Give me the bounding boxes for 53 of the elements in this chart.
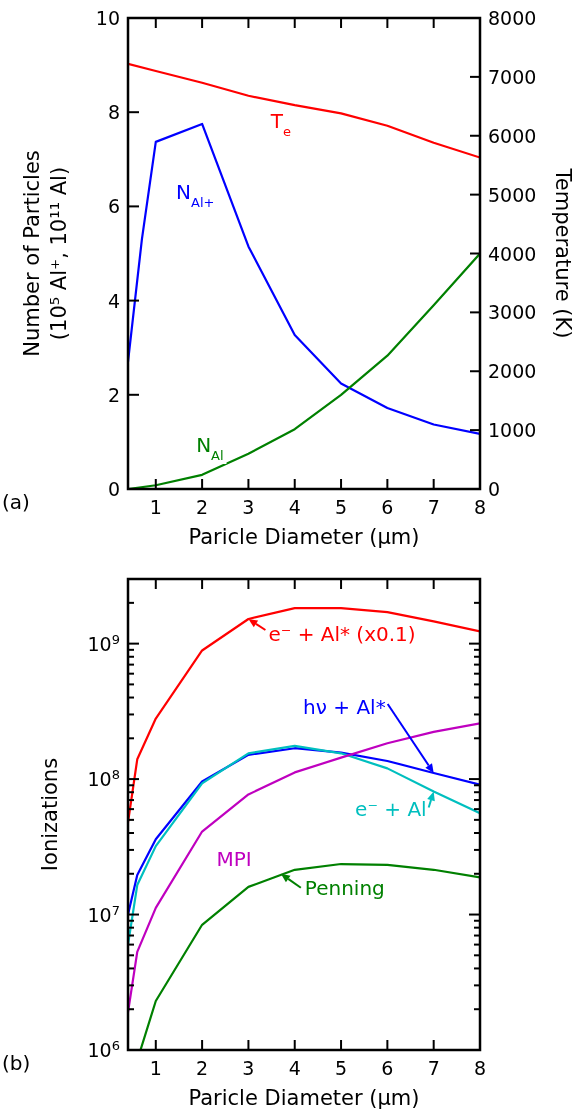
y-tick-label: 10$^{9}$ bbox=[87, 631, 120, 655]
y2-axis-title: Temperature (K) bbox=[551, 167, 575, 339]
text: (b) bbox=[2, 1051, 31, 1075]
x-tick-label: 1 bbox=[149, 496, 162, 518]
annotation: Penning bbox=[304, 875, 385, 900]
line-series bbox=[128, 252, 480, 489]
text: (a) bbox=[2, 490, 30, 514]
y2-tick-label: 0 bbox=[488, 478, 501, 500]
y2-tick-label: 2000 bbox=[488, 360, 537, 383]
y-tick-label: 10$^{6}$ bbox=[87, 1037, 120, 1061]
series-label: N$_{Al}$ bbox=[196, 433, 224, 463]
y2-tick-label: 6000 bbox=[488, 124, 537, 147]
x-tick-label: 5 bbox=[335, 496, 348, 518]
y-axis-title: Number of Particles (10⁵ Al⁺, 10¹¹ Al) bbox=[20, 150, 71, 357]
x-axis-title: Paricle Diameter (µm) bbox=[188, 525, 420, 549]
x-tick-label: 8 bbox=[473, 496, 487, 518]
series-label: N$_{Al+}$ bbox=[176, 180, 215, 210]
annotation: e⁻ + Al bbox=[355, 797, 427, 822]
y-tick-label: 2 bbox=[107, 383, 120, 406]
x-tick-label: 4 bbox=[288, 1057, 301, 1079]
y-tick-label: 10 bbox=[95, 7, 120, 29]
line-series bbox=[128, 62, 480, 159]
y-tick-label: 6 bbox=[107, 195, 120, 218]
y-axis-title: Ionizations bbox=[38, 757, 62, 872]
x-tick-label: 3 bbox=[242, 496, 255, 518]
y-tick-label: 0 bbox=[107, 478, 120, 500]
x-tick-label: 7 bbox=[427, 1057, 440, 1079]
y-tick-label: 10$^{8}$ bbox=[87, 766, 120, 791]
x-tick-label: 5 bbox=[335, 1057, 348, 1079]
x-tick-label: 7 bbox=[427, 496, 440, 518]
x-tick-label: 4 bbox=[288, 496, 301, 518]
x-tick-label: 2 bbox=[196, 496, 209, 518]
annotation: e⁻ + Al* (x0.1) bbox=[268, 622, 416, 646]
x-axis-title: Paricle Diameter (µm) bbox=[188, 1086, 420, 1110]
series-label: T$_{e}$ bbox=[269, 109, 291, 139]
x-tick-label: 6 bbox=[381, 1057, 394, 1079]
line-series bbox=[128, 747, 480, 916]
x-tick-label: 3 bbox=[242, 1057, 255, 1079]
y2-tick-label: 7000 bbox=[488, 65, 537, 88]
y2-tick-label: 8000 bbox=[488, 7, 537, 29]
y-tick-label: 10$^{7}$ bbox=[87, 902, 120, 926]
y2-tick-label: 3000 bbox=[488, 301, 537, 324]
series-label: MPI bbox=[216, 846, 252, 871]
annotation: hν + Al* bbox=[303, 694, 386, 719]
y2-tick-label: 4000 bbox=[488, 242, 537, 265]
y-tick-label: 8 bbox=[107, 101, 120, 124]
x-tick-label: 1 bbox=[149, 1057, 162, 1079]
x-tick-label: 2 bbox=[196, 1057, 209, 1079]
x-tick-label: 8 bbox=[473, 1057, 487, 1079]
y-tick-label: 4 bbox=[107, 289, 120, 312]
y2-tick-label: 5000 bbox=[488, 183, 537, 206]
x-tick-label: 6 bbox=[381, 496, 394, 518]
y2-tick-label: 1000 bbox=[488, 419, 537, 442]
